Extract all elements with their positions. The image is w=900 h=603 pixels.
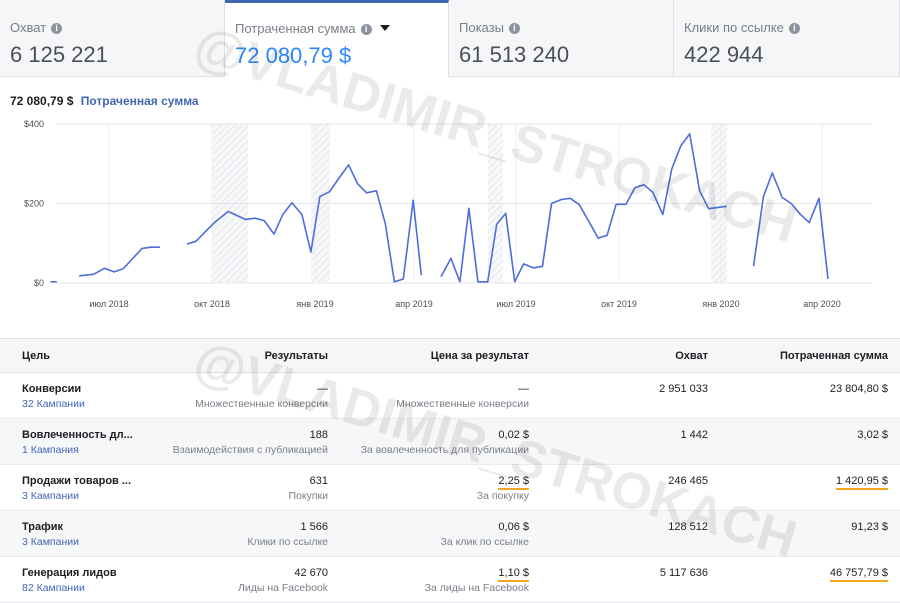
- row-campaigns-link[interactable]: 3 Кампании: [22, 536, 79, 548]
- row-results-type: Множественные конверсии: [195, 398, 328, 410]
- row-cost-per-result: —: [518, 383, 529, 395]
- metric-tabs: Охват i 6 125 221 Потраченная сумма i 72 0…: [0, 0, 900, 78]
- x-tick-label: янв 2020: [702, 299, 739, 309]
- chart-total-value: 72 080,79 $: [10, 94, 74, 108]
- row-cost-per-result: 2,25 $: [498, 475, 529, 490]
- row-amount-spent: 3,02 $: [857, 429, 888, 441]
- spend-line-chart: $400 $200 $0 июл 2018 окт 2018 янв 2019 апр 2…: [24, 119, 872, 309]
- row-cost-per-result-type: За покупку: [476, 490, 529, 502]
- row-goal: Продажи товаров ...: [22, 475, 132, 487]
- row-campaigns-link[interactable]: 1 Кампания: [22, 444, 79, 456]
- y-axis-ticks: $400 $200 $0: [24, 119, 44, 288]
- table-row: Вовлеченность дл... 1 Кампания 188 Взаим…: [0, 419, 900, 465]
- info-icon[interactable]: i: [788, 23, 800, 34]
- y-tick-label: $400: [24, 119, 44, 129]
- x-tick-label: июл 2019: [496, 299, 535, 309]
- tab-link-clicks-label: Клики по ссылке: [684, 20, 784, 35]
- row-campaigns-link[interactable]: 3 Кампании: [22, 490, 79, 502]
- tab-link-clicks-value: 422 944: [684, 42, 764, 67]
- row-amount-spent: 23 804,80 $: [829, 383, 888, 395]
- row-goal: Конверсии: [22, 383, 82, 395]
- header-results[interactable]: Результаты: [264, 350, 328, 362]
- tab-link-clicks[interactable]: Клики по ссылке i 422 944: [674, 0, 900, 77]
- tab-amount-spent-label: Потраченная сумма: [235, 21, 356, 36]
- row-cost-per-result: 0,02 $: [498, 429, 529, 441]
- row-reach: 2 951 033: [659, 383, 708, 395]
- row-amount-spent: 46 757,79 $: [829, 567, 888, 582]
- row-cost-per-result: 0,06 $: [498, 521, 529, 533]
- row-reach: 1 442: [680, 429, 708, 441]
- table-row: Продажи товаров ... 3 Кампании 631 Покуп…: [0, 465, 900, 511]
- series-line-segment: [440, 133, 727, 283]
- header-reach[interactable]: Охват: [675, 350, 708, 362]
- tab-impressions[interactable]: Показы i 61 513 240: [449, 0, 674, 77]
- tab-impressions-value: 61 513 240: [459, 42, 570, 67]
- series-line-segment: [186, 164, 423, 283]
- results-table: Цель Результаты Цена за результат Охват …: [0, 338, 900, 603]
- header-cost-per-result[interactable]: Цена за результат: [430, 350, 529, 362]
- row-goal: Вовлеченность дл...: [22, 429, 133, 441]
- tab-reach-value: 6 125 221: [10, 42, 108, 67]
- x-tick-label: окт 2018: [194, 299, 230, 309]
- series-line-segment: [752, 172, 829, 280]
- table-row: Конверсии 32 Кампании — Множественные ко…: [0, 373, 900, 419]
- info-icon[interactable]: i: [508, 23, 520, 34]
- tab-amount-spent-value: 72 080,79 $: [235, 43, 352, 68]
- row-results: 1 566: [300, 521, 328, 533]
- row-campaigns-link[interactable]: 82 Кампании: [22, 582, 85, 594]
- x-tick-label: янв 2019: [296, 299, 333, 309]
- chart-series: [50, 133, 829, 283]
- table-row: Генерация лидов 82 Кампании 42 670 Лиды …: [0, 557, 900, 603]
- row-amount-spent: 1 420,95 $: [836, 475, 888, 490]
- chart-gridlines: [56, 123, 872, 284]
- tab-reach[interactable]: Охват i 6 125 221: [0, 0, 225, 77]
- row-results: —: [317, 383, 328, 395]
- row-cost-per-result-type: Множественные конверсии: [396, 398, 529, 410]
- y-tick-label: $200: [24, 199, 44, 209]
- row-goal: Трафик: [22, 521, 64, 533]
- row-cost-per-result-type: За вовлеченность для публикации: [360, 444, 529, 456]
- x-tick-label: окт 2019: [601, 299, 637, 309]
- x-tick-label: июл 2018: [89, 299, 128, 309]
- row-cost-per-result: 1,10 $: [498, 567, 529, 582]
- y-tick-label: $0: [34, 278, 44, 288]
- row-goal: Генерация лидов: [22, 567, 117, 579]
- chart-title: 72 080,79 $ Потраченная сумма: [10, 94, 199, 108]
- row-campaigns-link[interactable]: 32 Кампании: [22, 398, 85, 410]
- row-results-type: Взаимодействия с публикацией: [172, 444, 328, 456]
- row-results-type: Покупки: [288, 490, 329, 502]
- chart-metric-label: Потраченная сумма: [80, 94, 199, 108]
- table-row: Трафик 3 Кампании 1 566 Клики по ссылке …: [0, 511, 900, 557]
- series-line-segment: [79, 246, 160, 277]
- row-reach: 5 117 636: [659, 567, 708, 579]
- x-tick-label: апр 2019: [395, 299, 432, 309]
- row-results: 631: [309, 475, 328, 487]
- tab-amount-spent[interactable]: Потраченная сумма i 72 080,79 $: [225, 0, 449, 77]
- row-reach: 246 465: [668, 475, 708, 487]
- row-results-type: Лиды на Facebook: [237, 582, 328, 594]
- dropdown-caret-icon[interactable]: [379, 25, 390, 31]
- row-reach: 128 512: [668, 521, 708, 533]
- x-tick-label: апр 2020: [803, 299, 840, 309]
- row-results: 188: [309, 429, 328, 441]
- x-axis-ticks: июл 2018 окт 2018 янв 2019 апр 2019 июл 2019…: [89, 299, 840, 309]
- row-results: 42 670: [294, 567, 328, 579]
- info-icon[interactable]: i: [360, 24, 372, 35]
- tab-impressions-label: Показы: [459, 20, 504, 35]
- header-amount-spent[interactable]: Потраченная сумма: [779, 350, 888, 362]
- info-icon[interactable]: i: [51, 23, 63, 34]
- header-goal[interactable]: Цель: [22, 350, 51, 362]
- tab-reach-label: Охват: [10, 20, 47, 35]
- table-header: Цель Результаты Цена за результат Охват …: [0, 338, 900, 373]
- row-amount-spent: 91,23 $: [851, 521, 888, 533]
- row-results-type: Клики по ссылке: [247, 536, 328, 548]
- row-cost-per-result-type: За клик по ссылке: [440, 536, 529, 548]
- row-cost-per-result-type: За лиды на Facebook: [424, 582, 529, 594]
